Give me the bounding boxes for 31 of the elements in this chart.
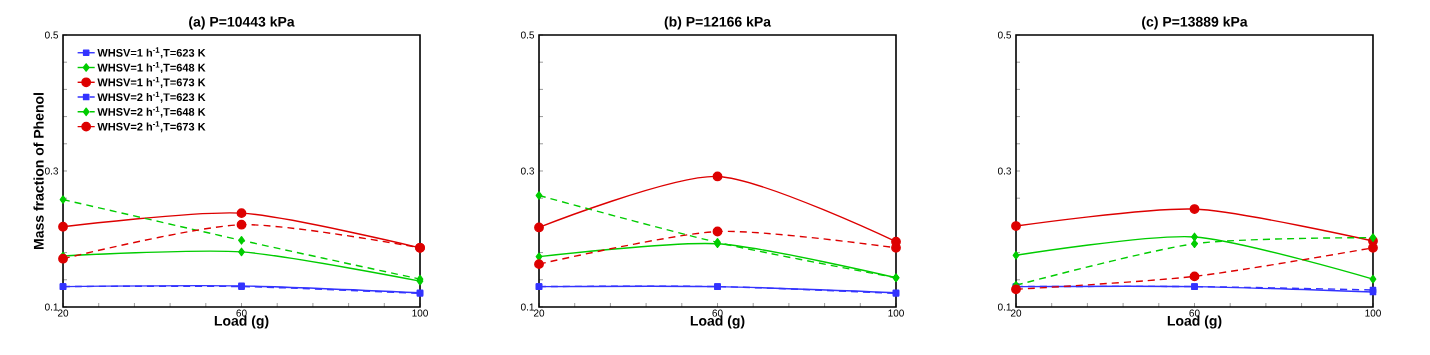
legend-label: WHSV=1 h$^{-1}$,T=648 K: [97, 62, 206, 74]
y-tick-label: 0.3: [520, 167, 535, 175]
y-tick-label: 0.1: [997, 303, 1011, 311]
x-tick-label: 60: [236, 309, 247, 317]
y-tick-label: 0.1: [44, 303, 59, 311]
x-tick-label: 100: [888, 309, 904, 317]
x-tick-label: 20: [57, 309, 69, 317]
chart-title: (b) P=12166 kPa: [664, 16, 772, 30]
x-tick-label: 20: [533, 309, 545, 317]
y-axis-title: Mass fraction of Phenol: [33, 93, 44, 249]
x-tick-label: 100: [412, 309, 428, 317]
y-tick-label: 0.1: [520, 303, 534, 311]
x-axis-title: Load (g): [690, 315, 745, 329]
x-axis-title: Load (g): [214, 315, 269, 329]
y-tick-label: 0.5: [44, 31, 59, 39]
legend-label: WHSV=2 h$^{-1}$,T=648 K: [97, 106, 206, 118]
legend-label: WHSV=2 h$^{-1}$,T=623 K: [97, 91, 206, 103]
legend-label: WHSV=1 h$^{-1}$,T=623 K: [97, 47, 206, 59]
y-tick-label: 0.5: [997, 31, 1012, 39]
x-tick-label: 20: [1010, 309, 1022, 317]
x-tick-label: 100: [1365, 309, 1381, 317]
y-tick-label: 0.5: [520, 31, 535, 39]
chart-title: (a) P=10443 kPa: [189, 16, 295, 30]
x-tick-label: 60: [712, 309, 723, 317]
x-axis-title: Load (g): [1167, 315, 1222, 329]
x-tick-label: 60: [1189, 309, 1200, 317]
legend-label: WHSV=1 h$^{-1}$,T=673 K: [97, 76, 206, 88]
chart-title: (c) P=13889 kPa: [1142, 16, 1248, 30]
y-tick-label: 0.3: [997, 167, 1012, 175]
legend-label: WHSV=2 h$^{-1}$,T=673 K: [97, 121, 206, 133]
y-tick-label: 0.3: [44, 167, 59, 175]
